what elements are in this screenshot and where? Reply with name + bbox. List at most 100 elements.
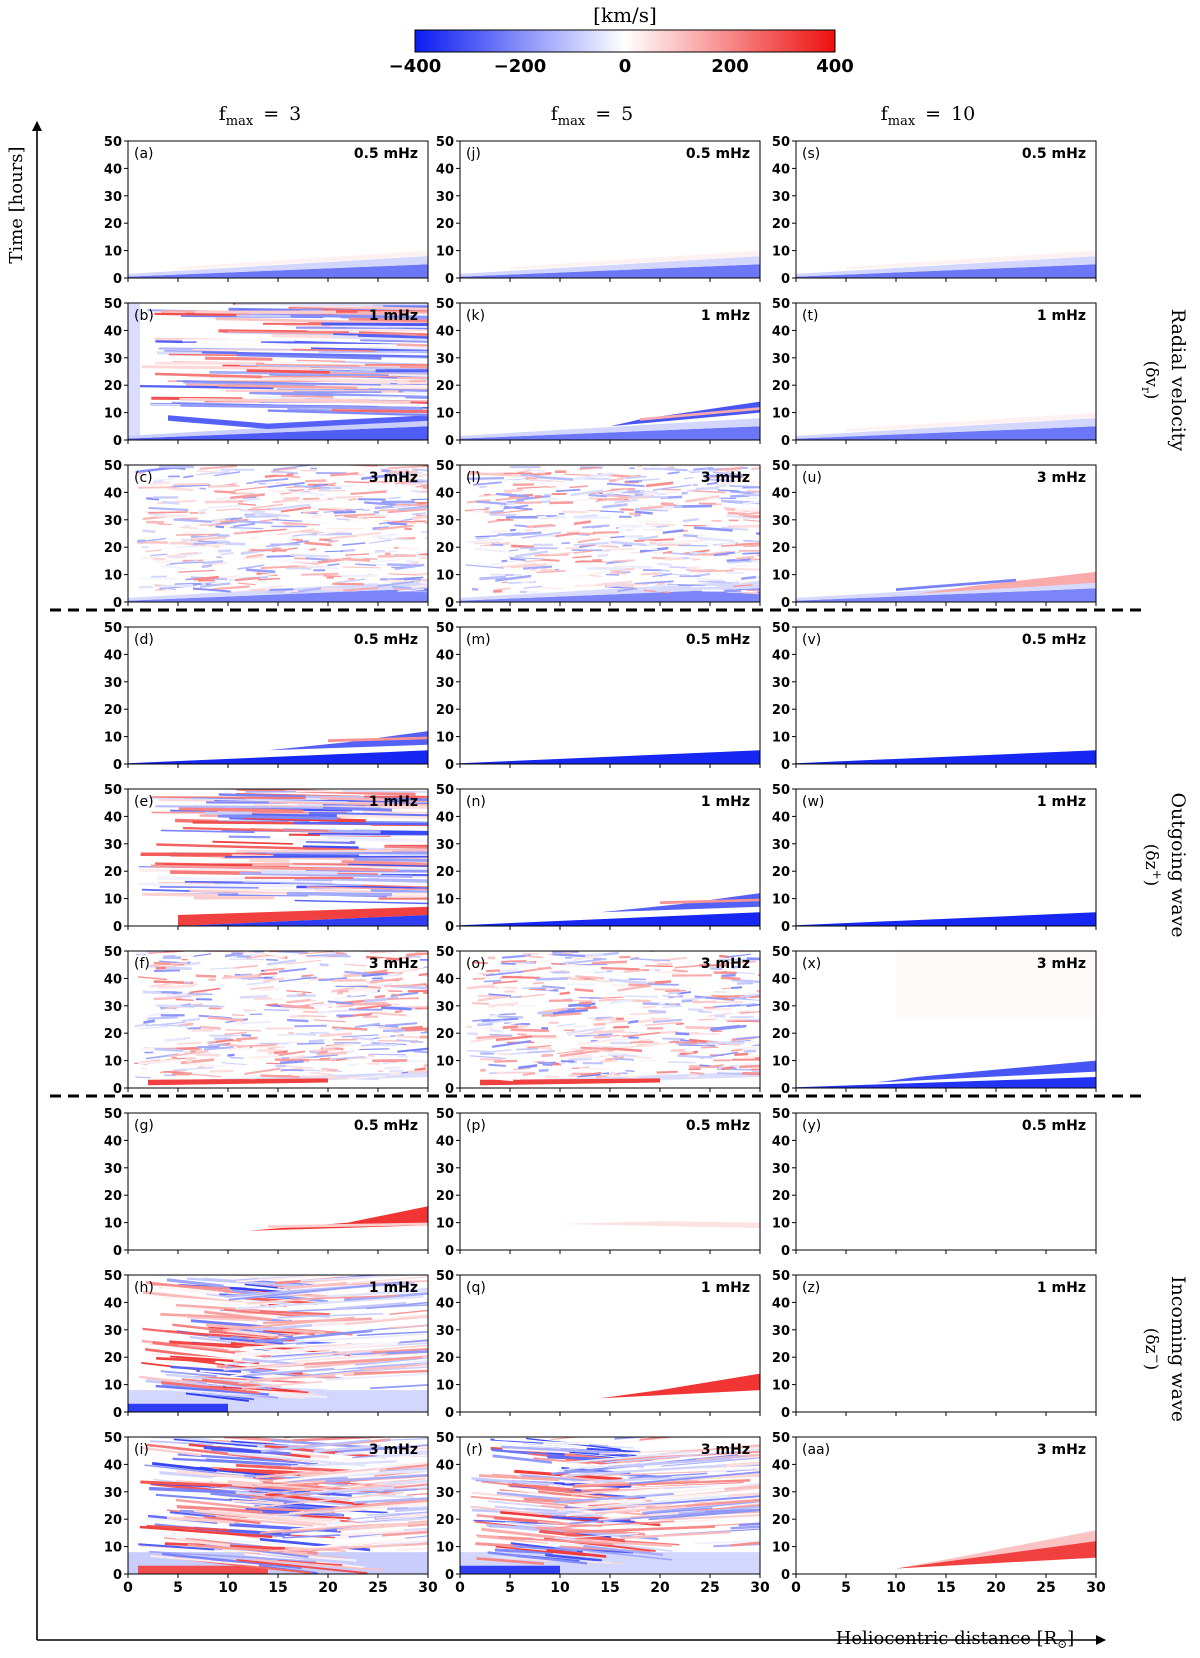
field-streak — [546, 1548, 607, 1558]
field-streak — [179, 397, 411, 405]
field-streak — [610, 540, 647, 547]
column-title: fmax = 10 — [881, 103, 976, 129]
x-tick-label: 20 — [318, 1580, 338, 1596]
field-streak — [246, 981, 271, 986]
field-streak — [140, 1480, 232, 1488]
field-streak — [138, 1543, 223, 1552]
y-tick-label: 20 — [104, 541, 122, 556]
field-streak — [739, 993, 760, 998]
field-streak — [509, 995, 523, 999]
blue-wedge-upper — [876, 1060, 1096, 1083]
field-streak — [299, 1015, 327, 1018]
field-streak — [588, 1044, 620, 1048]
field-streak — [658, 1514, 760, 1521]
field-streak — [204, 1046, 234, 1051]
field-streak — [694, 1540, 760, 1545]
field-streak — [727, 997, 760, 1001]
field-streak — [201, 351, 428, 358]
field-streak — [727, 524, 760, 528]
field-streak — [289, 1055, 305, 1060]
field-streak — [648, 1519, 718, 1524]
field-streak — [347, 1075, 386, 1080]
y-tick-label: 0 — [113, 758, 122, 773]
field-streak — [476, 1557, 544, 1565]
field-streak — [202, 312, 395, 319]
field-streak — [407, 473, 428, 479]
field-streak — [717, 489, 740, 492]
field-streak — [407, 1070, 428, 1073]
field-streak — [487, 956, 496, 960]
field-streak — [675, 1032, 690, 1036]
field-streak — [532, 981, 545, 985]
field-streak — [525, 955, 544, 959]
heatmap — [460, 401, 760, 440]
field-streak — [280, 506, 311, 513]
panel-label: (l) — [466, 470, 481, 486]
y-tick-label: 20 — [436, 1351, 454, 1366]
field-streak — [517, 1033, 527, 1036]
field-streak — [696, 536, 735, 543]
field-streak — [162, 1552, 302, 1570]
field-streak — [385, 552, 391, 556]
field-streak — [225, 542, 246, 546]
y-tick-label: 50 — [772, 459, 790, 474]
field-streak — [532, 543, 553, 547]
field-streak — [265, 1027, 294, 1030]
red-streak — [328, 736, 428, 743]
field-streak — [204, 500, 239, 504]
field-streak — [470, 1505, 542, 1515]
field-streak — [638, 1038, 650, 1042]
y-tick-label: 40 — [104, 162, 122, 177]
field-streak — [672, 969, 688, 973]
field-streak — [174, 1437, 282, 1449]
field-streak — [518, 1064, 538, 1070]
field-streak — [510, 1028, 549, 1033]
field-streak — [656, 493, 666, 496]
field-streak — [372, 977, 383, 980]
field-streak — [285, 590, 299, 593]
field-streak — [414, 554, 428, 558]
field-streak — [241, 1380, 322, 1389]
field-streak — [646, 542, 663, 547]
field-streak — [505, 515, 538, 519]
field-streak — [317, 1010, 330, 1014]
field-streak — [357, 1331, 428, 1337]
field-streak — [273, 465, 312, 471]
panel-label: (f) — [134, 956, 150, 972]
field-streak — [569, 1509, 741, 1525]
red-streak — [660, 898, 760, 905]
outflow-band — [460, 264, 760, 278]
field-streak — [475, 535, 498, 538]
field-streak — [151, 1024, 188, 1027]
field-streak — [214, 1037, 232, 1040]
field-streak — [611, 532, 627, 537]
field-streak — [471, 1491, 524, 1499]
field-streak — [628, 978, 647, 981]
field-streak — [394, 563, 425, 571]
field-streak — [310, 1032, 330, 1034]
field-streak — [582, 524, 610, 529]
field-streak — [391, 566, 403, 569]
field-streak — [310, 1536, 428, 1550]
field-streak — [374, 504, 383, 507]
field-streak — [566, 1026, 605, 1035]
field-streak — [160, 1313, 273, 1321]
field-streak — [492, 1040, 531, 1048]
x-tick-label: 20 — [986, 1580, 1006, 1596]
field-streak — [353, 1497, 428, 1504]
field-streak — [212, 840, 293, 845]
heatmap — [460, 250, 760, 278]
field-streak — [146, 1524, 230, 1532]
field-streak — [348, 989, 378, 993]
field-streak — [404, 527, 412, 531]
field-streak — [718, 497, 736, 500]
field-streak — [331, 986, 354, 993]
y-tick-label: 50 — [436, 945, 454, 960]
field-streak — [199, 1025, 221, 1030]
field-streak — [308, 1039, 324, 1043]
field-streak — [160, 1370, 217, 1378]
outflow-halo — [796, 256, 1096, 277]
field-streak — [674, 1050, 694, 1054]
